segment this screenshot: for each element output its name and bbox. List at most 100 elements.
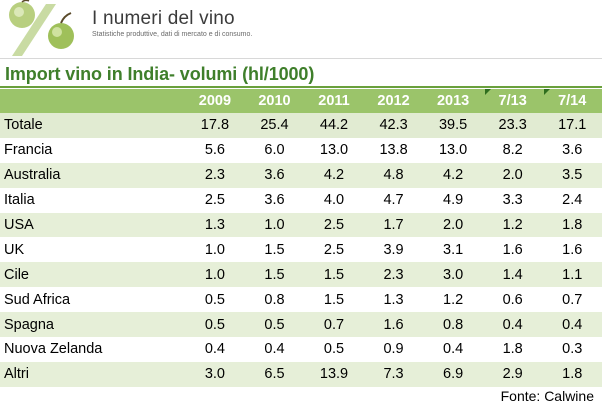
table-cell: 13.0 <box>423 137 483 163</box>
table-cell: 6.5 <box>244 361 305 387</box>
table-row: Francia 5.6 6.0 13.0 13.8 13.0 8.2 3.6 <box>0 137 602 163</box>
table-cell: 13.8 <box>363 137 424 163</box>
title-underline <box>0 86 602 88</box>
table-cell: 13.0 <box>304 137 364 163</box>
table-cell: 2.5 <box>304 212 364 238</box>
table-cell: 0.4 <box>542 312 602 338</box>
comment-marker-icon <box>484 89 491 95</box>
header-divider <box>0 58 602 59</box>
table-cell: 17.8 <box>185 113 245 138</box>
table-cell: 3.3 <box>482 187 543 213</box>
table-row: USA 1.3 1.0 2.5 1.7 2.0 1.2 1.8 <box>0 212 602 238</box>
brand-title: I numeri del vino <box>92 8 235 29</box>
table-row: Australia 2.3 3.6 4.2 4.8 4.2 2.0 3.5 <box>0 162 602 188</box>
table-cell: 1.3 <box>363 287 424 313</box>
table-cell: 4.0 <box>304 187 364 213</box>
table-cell: 1.0 <box>185 237 245 263</box>
table-cell: 2.0 <box>423 212 483 238</box>
import-table: 2009 2010 2011 2012 2013 7/13 7/14 Total… <box>0 89 602 387</box>
table-cell: 4.9 <box>423 187 483 213</box>
table-cell: 5.6 <box>185 137 245 163</box>
table-cell: 0.5 <box>185 287 245 313</box>
table-row: Nuova Zelanda 0.4 0.4 0.5 0.9 0.4 1.8 0.3 <box>0 337 602 362</box>
table-cell: 1.5 <box>304 287 364 313</box>
brand-subtitle: Statistiche produttive, dati di mercato … <box>92 31 253 38</box>
table-cell: 0.4 <box>185 337 245 362</box>
table-cell: 1.5 <box>244 237 305 263</box>
table-cell: 0.4 <box>244 337 305 362</box>
table-title: Import vino in India- volumi (hl/1000) <box>5 64 315 84</box>
table-cell: 0.4 <box>423 337 483 362</box>
table-cell: 0.8 <box>423 312 483 338</box>
table-cell: 2.9 <box>482 361 543 387</box>
header-label-cell <box>0 89 186 113</box>
table-cell: 3.0 <box>423 262 483 288</box>
table-cell: 6.9 <box>423 361 483 387</box>
row-label: Spagna <box>0 312 186 338</box>
table-row: Cile 1.0 1.5 1.5 2.3 3.0 1.4 1.1 <box>0 262 602 288</box>
table-cell: 7.3 <box>363 361 424 387</box>
table-cell: 4.2 <box>423 162 483 188</box>
table-cell: 2.3 <box>363 262 424 288</box>
column-header: 7/14 <box>542 89 602 113</box>
table-cell: 1.7 <box>363 212 424 238</box>
table-cell: 6.0 <box>244 137 305 163</box>
row-label: Australia <box>0 162 186 188</box>
table-cell: 1.3 <box>185 212 245 238</box>
table-cell: 1.5 <box>244 262 305 288</box>
table-cell: 3.6 <box>244 162 305 188</box>
table-cell: 0.7 <box>304 312 364 338</box>
table-row: Sud Africa 0.5 0.8 1.5 1.3 1.2 0.6 0.7 <box>0 287 602 313</box>
table-row: Totale 17.8 25.4 44.2 42.3 39.5 23.3 17.1 <box>0 113 602 138</box>
row-label: Cile <box>0 262 186 288</box>
table-cell: 0.4 <box>482 312 543 338</box>
table-header-row: 2009 2010 2011 2012 2013 7/13 7/14 <box>0 89 602 113</box>
table-row: Spagna 0.5 0.5 0.7 1.6 0.8 0.4 0.4 <box>0 312 602 338</box>
table-cell: 1.1 <box>542 262 602 288</box>
table-cell: 3.6 <box>542 137 602 163</box>
source-note: Fonte: Calwine <box>496 388 594 404</box>
table-cell: 2.5 <box>304 237 364 263</box>
row-label: USA <box>0 212 186 238</box>
table-row: Altri 3.0 6.5 13.9 7.3 6.9 2.9 1.8 <box>0 361 602 387</box>
table-cell: 42.3 <box>363 113 424 138</box>
table-cell: 17.1 <box>542 113 602 138</box>
row-label: Totale <box>0 113 186 138</box>
table-cell: 0.3 <box>542 337 602 362</box>
table-cell: 1.5 <box>304 262 364 288</box>
column-header: 2010 <box>244 89 305 113</box>
table-cell: 39.5 <box>423 113 483 138</box>
table-cell: 1.8 <box>542 212 602 238</box>
row-label: Nuova Zelanda <box>0 337 186 362</box>
table-cell: 0.5 <box>244 312 305 338</box>
table-cell: 0.7 <box>542 287 602 313</box>
table-cell: 3.9 <box>363 237 424 263</box>
table-cell: 1.2 <box>423 287 483 313</box>
table-cell: 2.3 <box>185 162 245 188</box>
column-header: 2012 <box>363 89 424 113</box>
row-label: Altri <box>0 361 186 387</box>
column-header-text: 7/13 <box>498 93 527 109</box>
grape-percent-logo-icon <box>0 0 82 58</box>
table-cell: 3.0 <box>185 361 245 387</box>
table-cell: 1.6 <box>542 237 602 263</box>
table-cell: 44.2 <box>304 113 364 138</box>
table-cell: 0.6 <box>482 287 543 313</box>
brand-header: I numeri del vino Statistiche produttive… <box>0 0 602 58</box>
table-cell: 4.7 <box>363 187 424 213</box>
table-cell: 0.5 <box>304 337 364 362</box>
table-cell: 4.2 <box>304 162 364 188</box>
column-header: 7/13 <box>482 89 543 113</box>
table-cell: 3.1 <box>423 237 483 263</box>
table-cell: 2.4 <box>542 187 602 213</box>
table-cell: 3.5 <box>542 162 602 188</box>
table-cell: 1.6 <box>363 312 424 338</box>
table-row: UK 1.0 1.5 2.5 3.9 3.1 1.6 1.6 <box>0 237 602 263</box>
comment-marker-icon <box>544 89 551 95</box>
table-cell: 3.6 <box>244 187 305 213</box>
row-label: UK <box>0 237 186 263</box>
table-cell: 1.0 <box>244 212 305 238</box>
column-header: 2009 <box>185 89 245 113</box>
table-cell: 13.9 <box>304 361 364 387</box>
table-cell: 0.8 <box>244 287 305 313</box>
